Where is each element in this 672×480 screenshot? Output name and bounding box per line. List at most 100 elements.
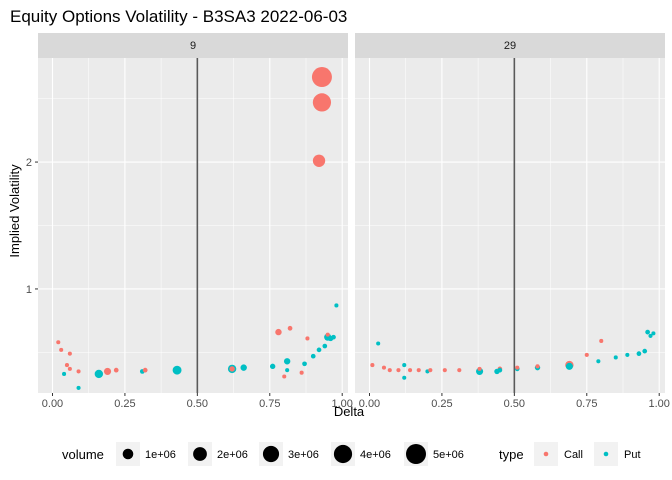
y-tick-label: 2	[26, 157, 32, 169]
data-point-call	[325, 332, 330, 337]
legend-volume-entries: 1e+06 2e+06 3e+06 4e+06 5e+06	[116, 442, 464, 466]
data-point-call	[64, 363, 70, 368]
legend-volume-symbol	[122, 448, 134, 460]
data-point-put	[285, 368, 290, 373]
x-tick-label: 0.00	[359, 398, 380, 410]
data-point-put	[269, 363, 276, 370]
data-point-put	[402, 375, 407, 380]
facet-panels: 9 0.00 0.25 0.50 0.75 1.00 1 2 29 0.00 0.25 0.50 0.7…	[26, 33, 670, 410]
data-point-call	[599, 338, 604, 344]
data-point-call	[67, 351, 72, 356]
data-point-call	[282, 374, 287, 379]
data-point-call	[312, 154, 326, 167]
legend: volume 1e+06 2e+06 3e+06 4e+06 5e+06 type Ca…	[62, 442, 641, 466]
data-point-call	[477, 366, 482, 371]
legend-volume-label: 2e+06	[217, 449, 248, 461]
data-point-put	[613, 355, 618, 360]
data-point-put	[331, 334, 336, 340]
x-tick-label: 0.50	[504, 398, 525, 410]
data-point-put	[648, 333, 653, 338]
panel-29: 29 0.00 0.25 0.50 0.75 1.00	[355, 33, 670, 410]
data-point-put	[316, 347, 322, 353]
data-point-call	[305, 336, 310, 341]
data-point-call	[381, 365, 387, 370]
data-point-put	[94, 369, 104, 379]
x-tick-label: 0.25	[431, 398, 452, 410]
data-point-call	[113, 367, 119, 373]
x-tick-label: 0.50	[187, 398, 208, 410]
x-tick-label: 0.75	[576, 398, 597, 410]
x-tick-label: 1.00	[648, 398, 669, 410]
data-point-call	[76, 369, 81, 374]
data-point-put	[62, 371, 67, 377]
legend-volume-symbol	[333, 444, 353, 464]
data-point-call	[515, 365, 520, 370]
strip-background	[355, 33, 665, 58]
legend-volume-symbol	[193, 447, 207, 461]
chart-title: Equity Options Volatility - B3SA3 2022-0…	[10, 7, 347, 26]
data-point-put	[302, 361, 307, 367]
legend-volume-label: 5e+06	[433, 449, 464, 461]
legend-type-label: Put	[624, 449, 641, 461]
data-point-call	[584, 352, 589, 357]
data-point-call	[287, 325, 293, 331]
legend-type-symbol-put	[603, 451, 609, 457]
data-point-put	[497, 367, 503, 373]
data-point-call	[103, 367, 112, 376]
legend-type-symbol-call	[543, 451, 549, 457]
data-point-put	[240, 364, 247, 371]
data-point-call	[275, 328, 282, 336]
data-point-put	[334, 303, 339, 308]
x-tick-label: 0.75	[259, 398, 280, 410]
data-point-call	[142, 367, 148, 373]
data-point-call	[416, 368, 421, 373]
data-point-call	[229, 366, 235, 372]
y-tick-label: 1	[26, 284, 32, 296]
y-axis-title: Implied Volatility	[7, 164, 22, 258]
data-point-call	[387, 368, 392, 373]
x-axis-title: Delta	[334, 404, 365, 419]
legend-volume-label: 3e+06	[288, 449, 319, 461]
data-point-put	[283, 358, 291, 365]
data-point-call	[56, 340, 61, 345]
x-tick-label: 1.00	[331, 398, 352, 410]
legend-type-label: Call	[564, 449, 583, 461]
data-point-call	[59, 347, 64, 352]
panel-9: 9 0.00 0.25 0.50 0.75 1.00 1 2	[26, 33, 353, 410]
data-point-put	[310, 353, 316, 359]
data-point-call	[442, 368, 447, 373]
data-point-put	[402, 363, 407, 368]
strip-label: 9	[190, 40, 196, 52]
legend-volume-symbol	[406, 444, 426, 464]
data-point-call	[396, 368, 401, 373]
data-point-put	[565, 362, 573, 370]
data-point-put	[322, 343, 328, 349]
strip-label: 29	[504, 40, 516, 52]
x-tick-label: 0.25	[114, 398, 135, 410]
data-point-call	[312, 93, 332, 112]
data-point-call	[428, 368, 433, 373]
data-point-put	[76, 385, 81, 390]
strip-background	[38, 33, 348, 58]
data-point-put	[172, 365, 182, 375]
legend-volume-title: volume	[62, 447, 104, 462]
data-point-put	[636, 351, 642, 357]
data-point-call	[535, 364, 540, 369]
data-point-call	[457, 368, 462, 373]
data-point-put	[651, 331, 656, 336]
data-point-put	[376, 341, 381, 346]
data-point-put	[642, 348, 648, 354]
legend-type-entries: Call Put	[534, 442, 641, 466]
legend-volume-symbol	[262, 445, 280, 463]
data-point-call	[299, 370, 304, 375]
data-point-call	[408, 368, 413, 373]
data-point-put	[645, 329, 650, 335]
legend-type-title: type	[499, 447, 524, 462]
x-tick-label: 0.00	[42, 398, 63, 410]
data-point-put	[596, 359, 601, 364]
data-point-call	[370, 363, 375, 368]
data-point-call	[67, 366, 72, 371]
data-point-put	[625, 352, 630, 357]
legend-volume-label: 4e+06	[360, 449, 391, 461]
